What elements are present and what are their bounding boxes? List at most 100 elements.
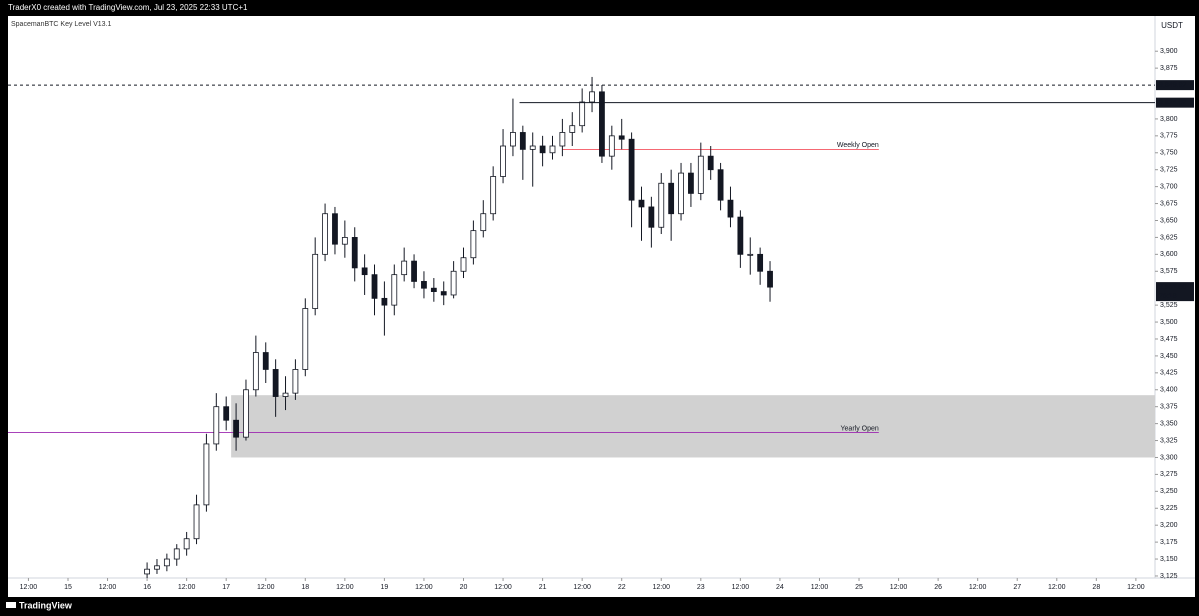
y-tick-label: 3,225 bbox=[1160, 505, 1178, 512]
x-tick-label: 16 bbox=[143, 584, 151, 591]
x-tick-label: 20 bbox=[460, 584, 468, 591]
candle-body bbox=[470, 230, 477, 259]
y-tick-label: 3,250 bbox=[1160, 488, 1178, 495]
x-tick-label: 12:00 bbox=[573, 584, 591, 591]
x-tick-label: 12:00 bbox=[257, 584, 275, 591]
candle-body bbox=[519, 132, 526, 150]
y-tick-label: 3,750 bbox=[1160, 150, 1178, 157]
y-tick-label: 3,350 bbox=[1160, 420, 1178, 427]
x-tick-label: 21 bbox=[539, 584, 547, 591]
candle-body bbox=[371, 274, 378, 299]
candle-body bbox=[341, 237, 348, 245]
y-tick-label: 3,625 bbox=[1160, 234, 1178, 241]
last-price-label: 3,551.60 bbox=[1159, 284, 1186, 291]
x-tick-label: 24 bbox=[776, 584, 784, 591]
logo bbox=[6, 602, 16, 608]
candle-body bbox=[351, 237, 358, 269]
candle-body bbox=[450, 270, 457, 296]
candle-body bbox=[440, 291, 447, 296]
x-tick-label: 12:00 bbox=[652, 584, 670, 591]
y-tick-label: 3,125 bbox=[1160, 573, 1178, 580]
candle-body bbox=[381, 297, 388, 306]
candle-body bbox=[539, 145, 546, 154]
candle-body bbox=[233, 419, 239, 438]
candle-body bbox=[767, 270, 773, 288]
candle-body bbox=[243, 389, 249, 438]
price-level-tag bbox=[1156, 80, 1194, 91]
y-tick-label: 3,300 bbox=[1160, 454, 1178, 461]
candle-body bbox=[282, 392, 289, 397]
candle-body bbox=[757, 253, 764, 272]
candle-body bbox=[727, 199, 734, 218]
price-level-label: 3,824.02 bbox=[1159, 100, 1186, 107]
x-tick-label: 12:00 bbox=[969, 584, 987, 591]
candle-body bbox=[312, 253, 319, 309]
candle-body bbox=[648, 206, 655, 228]
candle-body bbox=[401, 260, 408, 276]
price-level-label: 3,849.92 bbox=[1159, 82, 1186, 89]
x-tick-label: 12:00 bbox=[811, 584, 829, 591]
key-level-label: Weekly Open bbox=[837, 142, 879, 149]
candle-body bbox=[163, 558, 170, 567]
candle-body bbox=[173, 548, 180, 560]
y-tick-label: 3,650 bbox=[1160, 217, 1178, 224]
x-tick-label: 28 bbox=[1092, 584, 1100, 591]
candle-body bbox=[579, 101, 586, 127]
y-tick-label: 3,400 bbox=[1160, 387, 1178, 394]
candle-body bbox=[361, 267, 368, 276]
y-tick-label: 3,725 bbox=[1160, 167, 1178, 174]
candle-body bbox=[223, 406, 230, 421]
candle-body bbox=[707, 155, 714, 171]
candle-body bbox=[678, 172, 684, 215]
candle-body bbox=[490, 176, 497, 215]
y-tick-label: 3,675 bbox=[1160, 200, 1178, 207]
candle-body bbox=[688, 172, 694, 194]
candle-body bbox=[737, 216, 744, 255]
x-tick-label: 18 bbox=[301, 584, 309, 591]
candle-body bbox=[628, 138, 635, 201]
x-tick-label: 12:00 bbox=[494, 584, 512, 591]
candle-body bbox=[549, 145, 556, 154]
x-tick-label: 15 bbox=[64, 584, 72, 591]
candle-body bbox=[302, 308, 309, 370]
candle-body bbox=[697, 155, 704, 194]
zone bbox=[231, 395, 1156, 458]
y-tick-label: 3,275 bbox=[1160, 471, 1178, 478]
candle-body bbox=[747, 253, 754, 256]
y-tick-label: 3,375 bbox=[1160, 404, 1178, 411]
candle-body bbox=[599, 91, 605, 157]
candle-body bbox=[608, 135, 615, 157]
candle-body bbox=[213, 406, 220, 445]
candle-body bbox=[668, 182, 675, 215]
price-level-tag bbox=[1156, 97, 1194, 108]
y-tick-label: 3,150 bbox=[1160, 556, 1178, 563]
candle-body bbox=[658, 182, 665, 228]
candle-body bbox=[183, 538, 190, 550]
candle-body bbox=[332, 213, 338, 245]
brand: TradingView bbox=[19, 600, 73, 610]
x-tick-label: 12:00 bbox=[1127, 584, 1145, 591]
y-tick-label: 3,900 bbox=[1160, 48, 1178, 55]
countdown: 26:18 bbox=[1159, 293, 1177, 300]
candle-body bbox=[262, 352, 269, 370]
candle-body bbox=[638, 199, 645, 208]
y-tick-label: 3,175 bbox=[1160, 539, 1178, 546]
y-tick-label: 3,800 bbox=[1160, 116, 1178, 123]
caption: TraderX0 created with TradingView.com, J… bbox=[8, 3, 248, 12]
x-tick-label: 12:00 bbox=[890, 584, 908, 591]
x-tick-label: 22 bbox=[618, 584, 626, 591]
x-tick-label: 12:00 bbox=[178, 584, 196, 591]
y-tick-label: 3,325 bbox=[1160, 437, 1178, 444]
x-tick-label: 27 bbox=[1013, 584, 1021, 591]
y-tick-label: 3,450 bbox=[1160, 353, 1178, 360]
x-tick-label: 12:00 bbox=[336, 584, 354, 591]
x-tick-label: 25 bbox=[855, 584, 863, 591]
indicator-name: SpacemanBTC Key Level V13.1 bbox=[11, 21, 111, 28]
candle-body bbox=[589, 91, 595, 103]
y-tick-label: 3,600 bbox=[1160, 251, 1178, 258]
candle-body bbox=[510, 132, 516, 147]
candle-body bbox=[154, 565, 160, 570]
last-price-tag bbox=[1156, 282, 1194, 302]
candle-body bbox=[411, 260, 417, 282]
